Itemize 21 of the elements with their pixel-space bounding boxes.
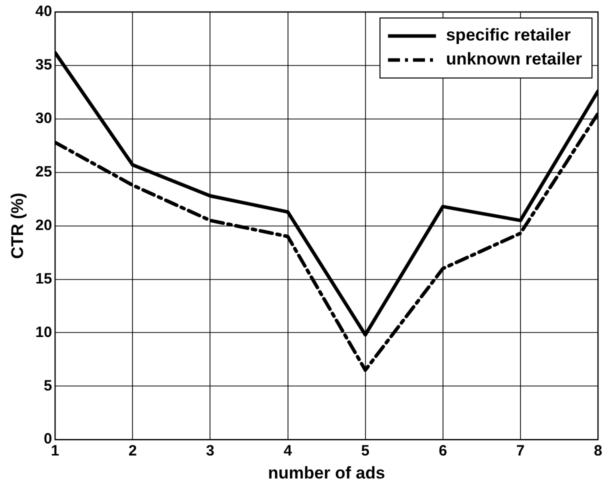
legend-label: specific retailer [446,26,572,45]
x-tick-label: 8 [594,442,602,460]
y-tick-label: 25 [35,163,52,180]
y-tick-label: 20 [35,216,52,234]
y-tick-label: 35 [35,56,52,74]
x-tick-label: 2 [128,442,137,460]
legend-label: unknown retailer [446,50,582,69]
y-tick-label: 0 [44,430,52,448]
y-axis-title: CTR (%) [8,192,27,259]
x-tick-label: 1 [50,442,60,460]
y-tick-label: 5 [44,377,52,394]
x-tick-label: 4 [284,442,293,460]
y-tick-label: 30 [35,110,52,128]
y-tick-label: 40 [35,3,52,20]
y-tick-label: 10 [35,324,52,341]
x-tick-label: 3 [206,442,214,460]
x-tick-label: 7 [516,442,525,460]
x-axis-title: number of ads [268,463,386,482]
x-tick-label: 6 [438,442,448,460]
y-tick-label: 15 [35,270,52,288]
x-tick-label: 5 [361,442,370,460]
